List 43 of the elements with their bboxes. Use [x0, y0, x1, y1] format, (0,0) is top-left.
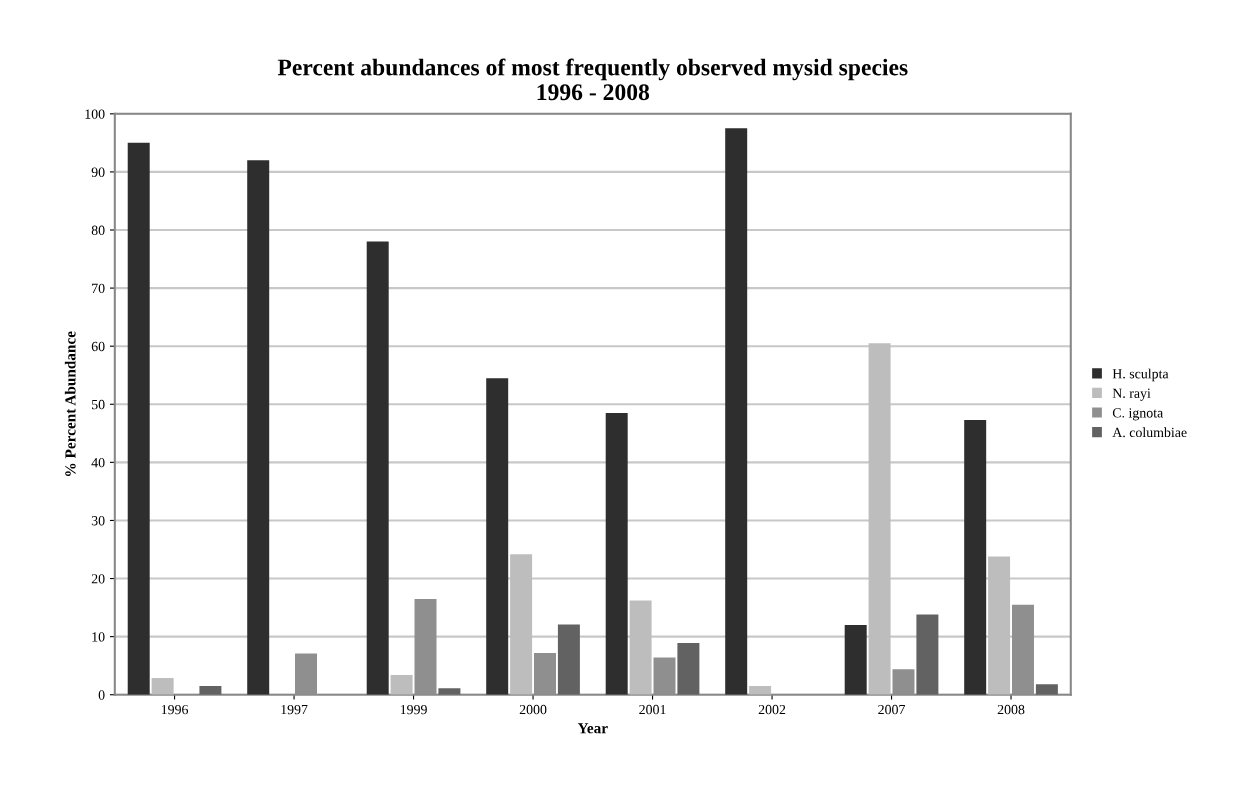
y-tick-label: 30 — [91, 516, 105, 526]
y-tick-label: 100 — [85, 109, 105, 119]
y-tick-label: 90 — [91, 167, 105, 177]
x-tick-label: 1999 — [400, 704, 427, 715]
bar — [844, 625, 867, 695]
bar — [127, 142, 150, 695]
y-axis-title: % Percent Abundance — [64, 331, 76, 476]
legend-label: A. columbiae — [1112, 427, 1187, 438]
x-tick-label: 2001 — [639, 704, 666, 715]
x-tick-label: 2008 — [997, 704, 1025, 715]
bar — [605, 412, 628, 695]
bar — [916, 614, 939, 695]
bar — [390, 674, 413, 695]
bar — [557, 624, 580, 695]
x-tick-label: 1997 — [281, 704, 308, 715]
bar — [677, 643, 700, 695]
bar — [964, 419, 987, 695]
chart-title: Percent abundances of most frequently observed mysid species 1996 - 2008 — [277, 58, 908, 101]
bar — [725, 128, 748, 695]
bar — [438, 688, 461, 695]
legend-label: H. sculpta — [1112, 368, 1169, 382]
x-tick-label: 2002 — [758, 704, 786, 715]
bar — [199, 686, 222, 695]
y-tick-label: 40 — [91, 457, 105, 468]
x-tick-label: 2000 — [519, 704, 547, 715]
legend-label: N. rayi — [1112, 388, 1151, 401]
bar — [247, 160, 270, 695]
y-tick-label: 70 — [92, 283, 105, 294]
bar — [151, 677, 174, 695]
legend-label: C. ignota — [1112, 408, 1164, 421]
x-tick-label: 1996 — [161, 704, 189, 715]
bar — [749, 686, 772, 695]
y-tick-label: 20 — [91, 574, 105, 584]
x-axis-title: Year — [577, 723, 608, 734]
bar — [486, 378, 509, 695]
y-tick-label: 80 — [91, 225, 105, 235]
y-tick-label: 50 — [92, 399, 105, 410]
y-tick-label: 10 — [92, 632, 105, 642]
y-tick-label: 0 — [98, 690, 105, 700]
y-tick-label: 60 — [91, 341, 105, 352]
x-tick-label: 2007 — [878, 704, 906, 715]
bar — [366, 241, 389, 695]
bar — [1035, 684, 1058, 695]
